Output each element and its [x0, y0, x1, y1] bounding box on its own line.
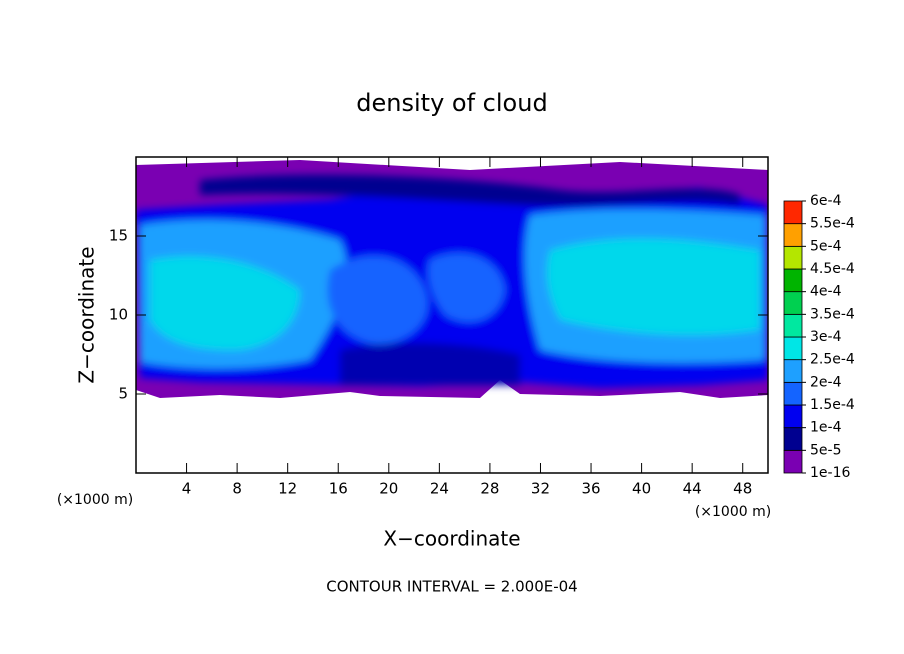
x-tick-label: 12: [278, 480, 297, 498]
colorbar-box: [783, 268, 803, 293]
colorbar-label: 1e-16: [810, 465, 850, 481]
x-tick-label: 4: [182, 480, 192, 498]
colorbar-label: 3.5e-4: [810, 306, 855, 322]
y-tick-label: 10: [109, 306, 128, 324]
x-tick-label: 40: [632, 480, 651, 498]
x-axis-label: X−coordinate: [383, 527, 520, 551]
colorbar-label: 1e-4: [810, 420, 842, 436]
colorbar-box: [783, 291, 803, 315]
colorbar-label: 4e-4: [810, 284, 842, 300]
colorbar-box: [783, 381, 803, 406]
x-tick-label: 16: [329, 480, 348, 498]
colorbar-box: [783, 449, 803, 474]
colorbar-label: 3e-4: [810, 329, 842, 345]
y-axis-label: Z−coordinate: [75, 246, 99, 383]
y-unit: (×1000 m): [57, 492, 133, 508]
colorbar-box: [783, 245, 803, 270]
colorbar-box: [783, 336, 803, 361]
y-tick-label: 15: [109, 227, 128, 245]
x-tick-label: 8: [232, 480, 242, 498]
colorbar-box: [783, 223, 803, 247]
x-tick-label: 20: [379, 480, 398, 498]
colorbar-label: 2.5e-4: [810, 352, 855, 368]
x-tick-label: 24: [430, 480, 449, 498]
x-tick-label: 32: [531, 480, 550, 498]
colorbar-label: 6e-4: [810, 193, 842, 209]
colorbar-box: [783, 359, 803, 383]
colorbar-label: 5e-5: [810, 442, 841, 458]
x-tick-label: 48: [733, 480, 752, 498]
colorbar-box: [783, 404, 803, 429]
colorbar-box: [783, 200, 803, 225]
field-inner: [136, 174, 768, 388]
colorbar-label: 1.5e-4: [810, 397, 855, 413]
x-tick-label: 28: [480, 480, 499, 498]
x-tick-label: 36: [581, 480, 600, 498]
colorbar-label: 2e-4: [810, 374, 842, 390]
colorbar-box: [783, 427, 803, 451]
colorbar-label: 4.5e-4: [810, 261, 855, 277]
y-tick-label: 5: [118, 385, 128, 403]
x-unit: (×1000 m): [695, 504, 771, 520]
contour-field: [136, 160, 768, 398]
footer: CONTOUR INTERVAL = 2.000E-04: [326, 578, 577, 596]
x-tick-label: 44: [683, 480, 702, 498]
colorbar-label: 5e-4: [810, 238, 842, 254]
colorbar-box: [783, 313, 803, 338]
colorbar-label: 5.5e-4: [810, 216, 855, 232]
chart-title: density of cloud: [356, 89, 547, 117]
